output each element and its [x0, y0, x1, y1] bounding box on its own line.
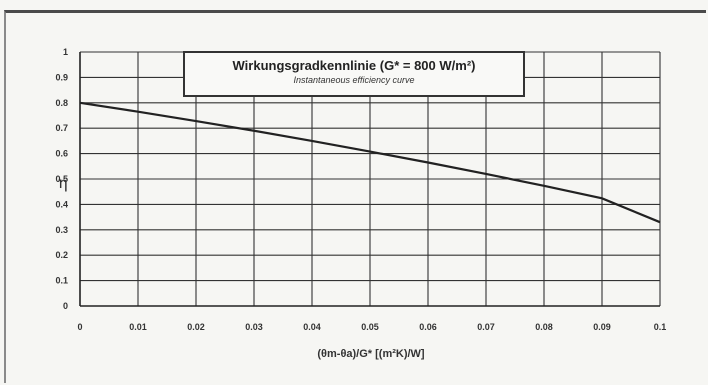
y-tick-label: 1 [63, 47, 68, 57]
chart-title-box: Wirkungsgradkennlinie (G* = 800 W/m²) In… [183, 51, 525, 97]
y-tick-label: 0.1 [55, 276, 68, 286]
x-tick-label: 0.07 [477, 322, 495, 332]
y-tick-label: 0.2 [55, 250, 68, 260]
y-tick-label: 0.4 [55, 199, 68, 209]
x-axis-label: (θm-θa)/G* [(m²K)/W] [317, 348, 425, 360]
x-tick-labels: 0 0.01 0.02 0.03 0.04 0.05 0.06 0.07 0.08 0.09 0.1 [77, 322, 666, 332]
x-tick-label: 0.06 [419, 322, 437, 332]
x-tick-label: 0.04 [303, 322, 321, 332]
x-tick-label: 0.1 [654, 322, 667, 332]
y-tick-label: 0.9 [55, 72, 68, 82]
y-tick-label: 0.3 [55, 225, 68, 235]
y-tick-labels: 0 0.1 0.2 0.3 0.4 0.5 0.6 0.7 0.8 0.9 1 [55, 47, 68, 311]
y-tick-label: 0.8 [55, 98, 68, 108]
x-tick-label: 0 [77, 322, 82, 332]
series-layer [79, 101, 661, 224]
x-tick-label: 0.08 [535, 322, 553, 332]
chart-frame [4, 10, 706, 383]
x-tick-label: 0.03 [245, 322, 263, 332]
x-tick-label: 0.01 [129, 322, 147, 332]
y-tick-label: 0.6 [55, 149, 68, 159]
x-tick-label: 0.02 [187, 322, 205, 332]
y-tick-label: 0.5 [55, 174, 68, 184]
axes [79, 52, 660, 307]
efficiency-curve [79, 101, 661, 224]
y-tick-label: 0.7 [55, 123, 68, 133]
y-tick-label: 0 [63, 301, 68, 311]
x-tick-label: 0.09 [593, 322, 611, 332]
chart-subtitle: Instantaneous efficiency curve [293, 75, 415, 85]
y-axis-label: η [58, 173, 68, 192]
chart-title: Wirkungsgradkennlinie (G* = 800 W/m²) [232, 58, 476, 73]
x-tick-label: 0.05 [361, 322, 379, 332]
